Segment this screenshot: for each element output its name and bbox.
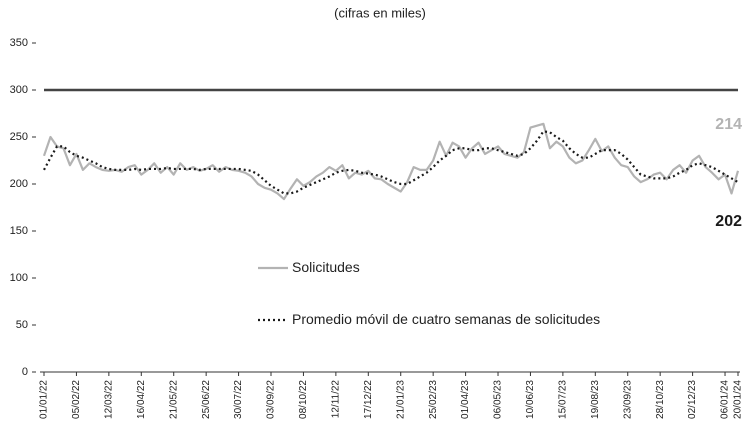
- x-tick-label: 23/09/23: [622, 380, 633, 419]
- x-tick-label: 21/05/22: [168, 380, 179, 419]
- x-tick-label: 06/05/23: [493, 380, 504, 419]
- x-tick-label: 06/01/24: [720, 380, 731, 419]
- series-line: [42, 122, 740, 201]
- legend-item: Solicitudes: [292, 259, 360, 275]
- legend-item: Promedio móvil de cuatro semanas de soli…: [292, 311, 601, 327]
- x-tick-label: 01/01/22: [39, 380, 50, 419]
- y-tick-label: 50: [16, 319, 28, 331]
- legend-label: Promedio móvil de cuatro semanas de soli…: [292, 311, 601, 327]
- x-tick-label: 01/04/23: [460, 380, 471, 419]
- end-label: 202: [715, 213, 742, 230]
- end-label: 214: [715, 116, 742, 133]
- chart-subtitle: (cifras en miles): [334, 5, 426, 20]
- x-tick-label: 25/06/22: [201, 380, 212, 419]
- x-tick-label: 20/01/24: [733, 380, 744, 419]
- x-tick-label: 21/01/23: [395, 380, 406, 419]
- y-tick-label: 300: [10, 84, 28, 96]
- y-tick-label: 150: [10, 225, 28, 237]
- x-tick-label: 16/04/22: [136, 380, 147, 419]
- x-tick-label: 28/10/23: [655, 380, 666, 419]
- y-tick-label: 0: [22, 366, 28, 378]
- x-tick-label: 12/11/22: [331, 380, 342, 419]
- x-tick-label: 12/03/22: [104, 380, 115, 419]
- x-tick-label: 15/07/23: [558, 380, 569, 419]
- legend-label: Solicitudes: [292, 259, 360, 275]
- x-tick-label: 03/09/22: [266, 380, 277, 419]
- x-tick-label: 08/10/22: [298, 380, 309, 419]
- y-tick-label: 200: [10, 178, 28, 190]
- series-line: [43, 130, 739, 195]
- y-tick-label: 250: [10, 131, 28, 143]
- x-tick-label: 25/02/23: [428, 380, 439, 419]
- x-tick-label: 30/07/22: [233, 380, 244, 419]
- x-tick-label: 10/06/23: [525, 380, 536, 419]
- x-tick-label: 05/02/22: [71, 380, 82, 419]
- x-tick-label: 17/12/22: [363, 380, 374, 419]
- x-tick-label: 19/08/23: [590, 380, 601, 419]
- y-tick-label: 100: [10, 272, 28, 284]
- x-tick-label: 02/12/23: [687, 380, 698, 419]
- y-tick-label: 350: [10, 37, 28, 49]
